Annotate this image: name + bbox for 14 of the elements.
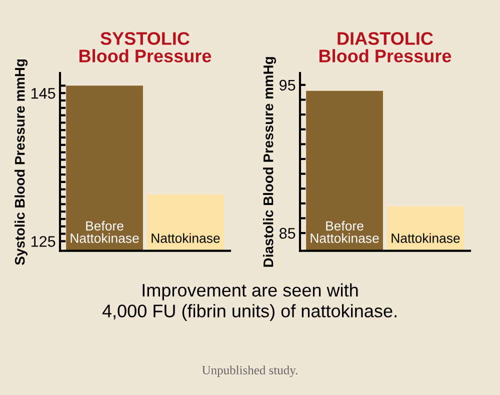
- x-tick-label: Nattokinase: [392, 233, 460, 243]
- y-tick-label: 145: [32, 88, 56, 99]
- x-tick-label: Nattokinase: [152, 233, 220, 243]
- chart-title: DIASTOLIC Blood Pressure: [319, 32, 452, 62]
- text: Unpublished study.: [202, 366, 298, 377]
- y-axis-title: Systolic Blood Pressure mmHg: [14, 59, 28, 265]
- y-tick-label: 95: [280, 80, 296, 91]
- y-tick-label: 125: [32, 236, 56, 247]
- chart-title: SYSTOLIC Blood Pressure: [79, 32, 212, 62]
- y-tick-label: 85: [280, 228, 296, 239]
- text: Improvement are seen with 4,000 FU (fibrin units) of nattokinase.: [102, 283, 396, 321]
- y-axis-title: Diastolic Blood Pressure mmHg: [263, 57, 276, 267]
- x-tick-label: Before Nattokinase: [70, 220, 139, 243]
- x-tick-label: Before Nattokinase: [310, 220, 379, 243]
